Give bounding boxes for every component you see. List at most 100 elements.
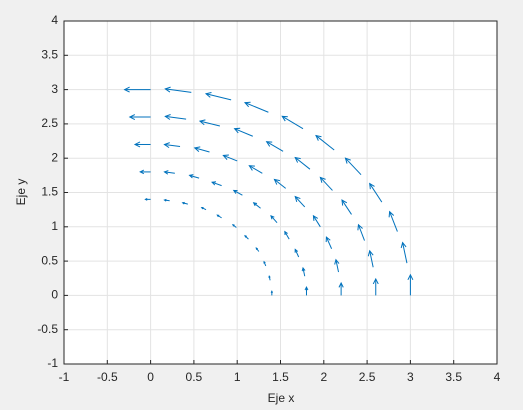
arrow-head [334, 258, 340, 265]
x-tick-label: 2.5 [359, 370, 376, 384]
arrow [144, 198, 151, 201]
arrow [400, 241, 408, 264]
arrow [231, 224, 237, 228]
arrow [163, 198, 170, 202]
arrow [312, 214, 321, 228]
arrow-shaft [194, 147, 210, 153]
arrow [181, 201, 188, 205]
y-tick-label: 4 [51, 13, 58, 27]
arrow-head [139, 169, 145, 175]
y-tick-label: 0 [51, 288, 58, 302]
arrow-head [163, 142, 170, 149]
x-tick-label: 1.5 [272, 370, 289, 384]
arrow [319, 176, 333, 191]
arrow-shaft [345, 157, 362, 176]
arrow-head [407, 273, 414, 281]
arrow-shaft [312, 215, 321, 228]
arrow [301, 266, 306, 277]
arrow-shaft [335, 259, 340, 273]
arrow [388, 210, 398, 232]
y-tick-label: 1 [51, 219, 58, 233]
arrow-head [231, 224, 235, 227]
arrow [163, 142, 181, 149]
y-tick-label: -1 [47, 356, 58, 370]
arrow-head [216, 214, 220, 218]
arrow-head [248, 165, 255, 171]
arrow-shaft [294, 249, 300, 258]
arrow-head [164, 86, 171, 93]
arrow-head [367, 249, 374, 257]
arrow-head [255, 247, 258, 250]
arrow [265, 141, 284, 152]
arrow [216, 214, 222, 219]
arrow-shaft [165, 115, 187, 120]
arrow [263, 260, 267, 267]
arrow-shaft [270, 215, 278, 224]
arrow [200, 207, 207, 211]
arrow-head [211, 181, 217, 186]
arrow-head [144, 198, 148, 201]
arrow-head [133, 141, 141, 148]
x-tick-label: 0 [147, 370, 154, 384]
arrow-head [198, 119, 206, 126]
arrow [188, 174, 200, 179]
arrow-shaft [302, 267, 306, 277]
arrow-shaft [205, 93, 232, 101]
arrow-shaft [233, 190, 243, 196]
arrow-head [344, 157, 351, 164]
arrow-head [369, 182, 375, 190]
arrow-shaft [341, 199, 352, 215]
arrow [315, 134, 335, 151]
arrow-head [244, 234, 247, 238]
y-tick-label: 3.5 [41, 47, 58, 61]
arrow-head [338, 281, 344, 288]
arrow-shaft [369, 183, 383, 203]
arrow [367, 249, 374, 268]
arrow [222, 154, 238, 162]
arrow-shaft [164, 171, 175, 174]
y-tick-label: 3 [51, 82, 58, 96]
arrow-head [281, 115, 288, 122]
arrow-head [294, 156, 301, 163]
arrow-shaft [266, 141, 284, 152]
arrow-head [265, 141, 273, 147]
arrow [270, 290, 274, 296]
arrow-shaft [357, 224, 365, 241]
arrow-head [270, 214, 275, 220]
arrow [273, 178, 287, 189]
arrow [407, 273, 414, 296]
arrow-shaft [402, 242, 408, 264]
arrow [294, 156, 311, 170]
arrow-head [163, 198, 167, 202]
arrow-head [315, 134, 322, 141]
arrow [123, 86, 151, 93]
arrow-shaft [244, 102, 269, 113]
arrow [128, 114, 151, 120]
arrow-head [181, 201, 185, 205]
arrow [294, 248, 300, 258]
arrow [255, 247, 260, 252]
x-tick-label: 1 [234, 370, 241, 384]
arrow-head [222, 154, 229, 160]
arrow-shaft [284, 231, 290, 240]
arrow [357, 223, 365, 241]
arrow [133, 141, 151, 148]
x-tick-label: -1 [59, 370, 70, 384]
arrows [123, 86, 414, 296]
arrow-shaft [294, 196, 306, 208]
arrow [198, 119, 220, 127]
arrow-shaft [294, 157, 311, 170]
x-tick-label: 3 [407, 370, 414, 384]
arrow-shaft [315, 135, 335, 151]
arrow-head [372, 277, 379, 285]
x-tick-label: 3.5 [445, 370, 462, 384]
arrow-shaft [389, 211, 398, 232]
arrow-head [357, 223, 363, 231]
y-tick-label: -0.5 [37, 322, 58, 336]
arrow-head [123, 86, 130, 93]
arrow [164, 114, 187, 120]
arrow-shaft [165, 88, 192, 93]
arrow [270, 214, 278, 224]
arrow-head [304, 286, 309, 291]
arrow-head [294, 248, 299, 253]
